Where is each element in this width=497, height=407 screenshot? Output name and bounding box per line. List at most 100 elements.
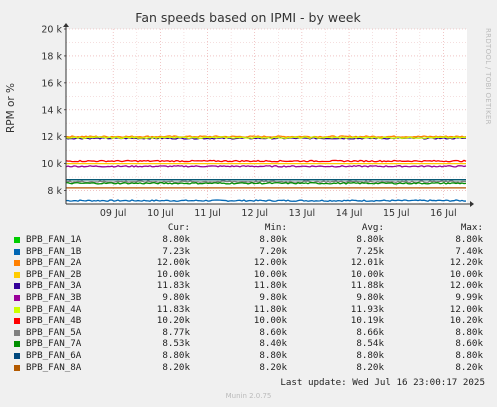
legend-row: BPB_FAN_3B 9.80k 9.80k 9.80k 9.99k: [0, 292, 497, 304]
legend-value-avg: 11.93k: [350, 303, 384, 315]
legend-value-max: 8.60k: [455, 338, 483, 350]
legend-value-min: 7.20k: [259, 245, 287, 257]
legend-col-min: Min:: [264, 222, 287, 233]
x-tick-label: 13 Jul: [289, 208, 316, 219]
y-axis-label: RPM or %: [5, 83, 17, 133]
legend-value-max: 12.20k: [449, 257, 483, 269]
legend-value-min: 8.80k: [259, 234, 287, 245]
legend-swatch: [14, 318, 20, 325]
legend-value-cur: 8.80k: [162, 350, 190, 361]
legend-value-min: 12.00k: [253, 257, 287, 269]
legend-value-cur: 9.80k: [162, 292, 190, 303]
y-tick-label: 16 k: [41, 78, 62, 89]
plot-background: [66, 29, 467, 204]
legend-value-min: 8.40k: [259, 338, 287, 350]
x-ticks: 09 Jul 10 Jul 11 Jul 12 Jul 13 Jul 14 Jul 15 J…: [100, 208, 457, 219]
legend-swatch: [14, 306, 20, 313]
legend-series-name: BPB_FAN_4B: [26, 315, 82, 327]
series-line: [65, 199, 467, 202]
chart-title: Fan speeds based on IPMI - by week: [135, 10, 361, 25]
last-update: Last update: Wed Jul 16 23:00:17 2025: [280, 377, 485, 388]
x-tick-label: 10 Jul: [147, 208, 174, 219]
legend-series-name: BPB_FAN_1B: [26, 245, 82, 257]
y-tick-label: 18 k: [41, 51, 62, 62]
legend-series-name: BPB_FAN_5A: [26, 326, 82, 338]
legend-row: BPB_FAN_8A 8.20k 8.20k 8.20k 8.20k: [0, 362, 497, 374]
y-tick-label: 8 k: [47, 186, 62, 197]
x-tick-label: 11 Jul: [194, 208, 221, 219]
x-tick-label: 09 Jul: [100, 208, 127, 219]
legend-value-max: 8.80k: [455, 350, 483, 361]
legend-value-min: 10.00k: [253, 268, 287, 280]
legend-series-name: BPB_FAN_7A: [26, 338, 82, 350]
legend-swatch: [14, 248, 20, 255]
munin-version: Munin 2.0.75: [225, 392, 272, 400]
legend-row: BPB_FAN_2B 10.00k 10.00k 10.00k 10.00k: [0, 269, 497, 281]
legend-row: BPB_FAN_6A 8.80k 8.80k 8.80k 8.80k: [0, 350, 497, 362]
legend-row: BPB_FAN_4B 10.20k 10.00k 10.19k 10.20k: [0, 315, 497, 327]
legend-value-max: 8.20k: [455, 361, 483, 373]
legend-swatch: [14, 237, 20, 243]
legend-value-min: 8.20k: [259, 361, 287, 373]
rrdtool-credit: RRDTOOL / TOBI OETIKER: [484, 28, 492, 125]
legend-value-max: 10.20k: [449, 315, 483, 327]
legend-value-avg: 11.88k: [350, 280, 384, 292]
legend-value-avg: 8.80k: [356, 234, 384, 245]
legend-value-avg: 8.80k: [356, 350, 384, 361]
legend-value-cur: 11.83k: [156, 280, 190, 292]
legend-series-name: BPB_FAN_3A: [26, 280, 82, 292]
series-line: [66, 181, 467, 185]
y-axis-arrow: [63, 23, 69, 27]
y-tick-label: 14 k: [41, 105, 62, 116]
legend-value-max: 10.00k: [449, 268, 483, 280]
legend-row: BPB_FAN_4A 11.83k 11.80k 11.93k 12.00k: [0, 304, 497, 316]
legend-col-max: Max:: [460, 222, 483, 233]
y-tick-label: 20 k: [41, 25, 62, 36]
legend-series-name: BPB_FAN_6A: [26, 350, 82, 361]
series-line: [65, 159, 467, 163]
legend-swatch: [14, 353, 20, 359]
legend-value-avg: 8.54k: [356, 338, 384, 350]
legend-series-name: BPB_FAN_2A: [26, 257, 82, 269]
chart-area: Fan speeds based on IPMI - by week RPM o…: [5, 10, 492, 219]
legend-value-avg: 7.25k: [356, 245, 384, 257]
legend-value-avg: 10.19k: [350, 315, 384, 327]
legend-value-cur: 11.83k: [156, 303, 190, 315]
legend-value-min: 8.60k: [259, 326, 287, 338]
legend-value-min: 9.80k: [259, 292, 287, 303]
legend-series-name: BPB_FAN_4A: [26, 303, 82, 315]
legend-value-min: 11.80k: [253, 303, 287, 315]
legend-col-avg: Avg:: [361, 222, 384, 233]
y-ticks: 8 k 10 k 12 k 14 k 16 k 18 k 20 k: [41, 25, 66, 197]
legend-value-min: 8.80k: [259, 350, 287, 361]
legend-series-name: BPB_FAN_3B: [26, 292, 82, 303]
legend-series-name: BPB_FAN_8A: [26, 361, 82, 373]
legend-value-max: 8.80k: [455, 234, 483, 245]
series-line: [65, 164, 467, 168]
legend-value-max: 8.80k: [455, 326, 483, 338]
legend-swatch: [14, 260, 20, 267]
legend-value-cur: 8.20k: [162, 361, 190, 373]
legend-row: BPB_FAN_1B 7.23k 7.20k 7.25k 7.40k: [0, 246, 497, 258]
legend-value-max: 9.99k: [455, 292, 483, 303]
legend-value-cur: 7.23k: [162, 245, 190, 257]
x-axis-arrow: [470, 201, 474, 207]
x-tick-label: 16 Jul: [430, 208, 457, 219]
legend-value-avg: 12.01k: [350, 257, 384, 269]
legend-value-max: 12.00k: [449, 280, 483, 292]
legend-value-max: 7.40k: [455, 245, 483, 257]
legend-col-cur: Cur:: [167, 222, 190, 233]
series-lines: [65, 135, 467, 202]
legend-series-name: BPB_FAN_2B: [26, 268, 82, 280]
legend-swatch: [14, 283, 20, 290]
legend-value-cur: 10.00k: [156, 268, 190, 280]
legend-value-cur: 12.00k: [156, 257, 190, 269]
legend-header: Cur: Min: Avg: Max:: [0, 222, 497, 234]
legend-row: BPB_FAN_1A 8.80k 8.80k 8.80k 8.80k: [0, 234, 497, 246]
legend-value-avg: 9.80k: [356, 292, 384, 303]
legend-value-avg: 8.66k: [356, 326, 384, 338]
series-line: [65, 136, 467, 140]
legend-swatch: [14, 364, 20, 371]
y-tick-label: 12 k: [41, 132, 62, 143]
